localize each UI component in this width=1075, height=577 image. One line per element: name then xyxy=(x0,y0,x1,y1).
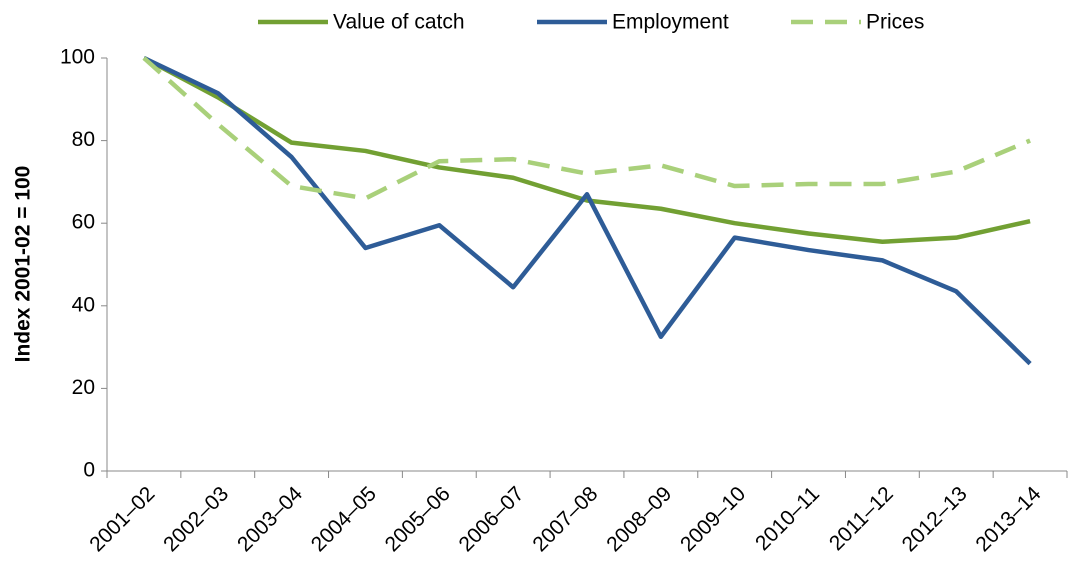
y-tick-label: 80 xyxy=(72,128,95,151)
x-tick-label: 2007–08 xyxy=(528,482,602,556)
series-line xyxy=(142,56,1031,245)
x-tick-label: 2008–09 xyxy=(602,482,676,556)
legend-label: Employment xyxy=(612,11,729,34)
legend-label: Prices xyxy=(866,11,924,34)
y-axis-label: Index 2001-02 = 100 xyxy=(12,166,35,363)
x-tick-label: 2011–12 xyxy=(825,482,898,555)
series-line xyxy=(142,56,1031,201)
y-tick-label: 0 xyxy=(83,459,95,482)
x-tick-label: 2004–05 xyxy=(307,482,381,556)
series-line xyxy=(142,55,1032,366)
y-tick-label: 20 xyxy=(72,376,95,399)
x-tick-label: 2012–13 xyxy=(898,482,972,556)
x-tick-label: 2001–02 xyxy=(85,482,159,556)
x-tick-label: 2005–06 xyxy=(381,482,455,556)
x-tick-label: 2013–14 xyxy=(971,482,1045,556)
y-tick-label: 40 xyxy=(72,293,95,316)
x-tick-label: 2009–10 xyxy=(676,482,750,556)
x-tick-label: 2006–07 xyxy=(455,482,529,556)
y-tick-label: 100 xyxy=(60,46,95,69)
legend-label: Value of catch xyxy=(333,11,465,34)
x-tick-label: 2003–04 xyxy=(233,482,307,556)
y-tick-label: 60 xyxy=(72,211,95,234)
x-tick-label: 2002–03 xyxy=(159,482,233,556)
x-tick-label: 2010–11 xyxy=(751,482,824,555)
